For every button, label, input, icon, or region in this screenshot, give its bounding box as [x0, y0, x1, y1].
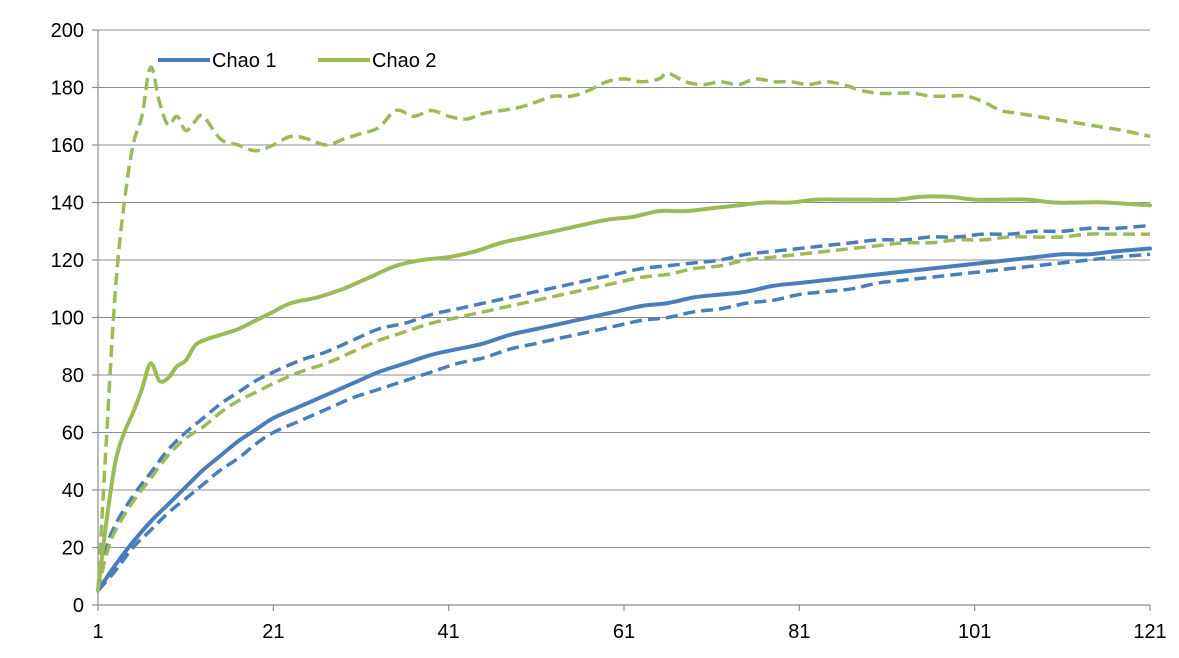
- x-tick-label: 1: [92, 621, 103, 643]
- x-tick-label: 41: [438, 621, 460, 643]
- y-tick-label: 200: [51, 20, 84, 42]
- y-tick-label: 80: [62, 365, 84, 387]
- x-tick-label: 101: [958, 621, 991, 643]
- x-tick-label: 61: [613, 621, 635, 643]
- series-line-green-dashed-5: [96, 65, 1151, 591]
- y-tick-label: 120: [51, 250, 84, 272]
- y-tick-label: 100: [51, 308, 84, 330]
- x-tick-label: 121: [1133, 621, 1166, 643]
- x-tick-label: 21: [262, 621, 284, 643]
- y-tick-label: 140: [51, 193, 84, 215]
- y-tick-label: 60: [62, 423, 84, 445]
- series-line-blue-dashed-2: [96, 223, 1151, 591]
- series-line-green-dashed-3: [96, 232, 1150, 592]
- series-group: [96, 65, 1152, 593]
- x-tick-label: 81: [788, 621, 810, 643]
- series-line-chao-2: [96, 194, 1152, 593]
- y-tick-label: 160: [51, 135, 84, 157]
- series-line-blue-dashed-4: [96, 252, 1151, 592]
- y-tick-label: 180: [51, 78, 84, 100]
- y-tick-label: 20: [62, 538, 84, 560]
- series-line-chao-1: [96, 246, 1152, 593]
- legend-label: Chao 1: [212, 50, 277, 72]
- legend: Chao 1 Chao 2: [158, 50, 437, 72]
- y-tick-label: 0: [73, 595, 84, 617]
- legend-label: Chao 2: [372, 50, 437, 72]
- y-tick-label: 40: [62, 480, 84, 502]
